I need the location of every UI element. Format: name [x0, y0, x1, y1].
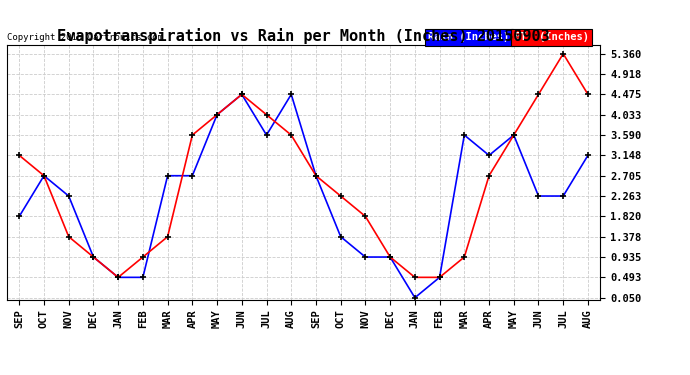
Text: Copyright 2015 Cartronics.com: Copyright 2015 Cartronics.com: [7, 33, 163, 42]
Text: ET  (Inches): ET (Inches): [514, 33, 589, 42]
Title: Evapotranspiration vs Rain per Month (Inches) 20150903: Evapotranspiration vs Rain per Month (In…: [57, 28, 550, 44]
Text: Rain (Inches): Rain (Inches): [428, 32, 509, 42]
